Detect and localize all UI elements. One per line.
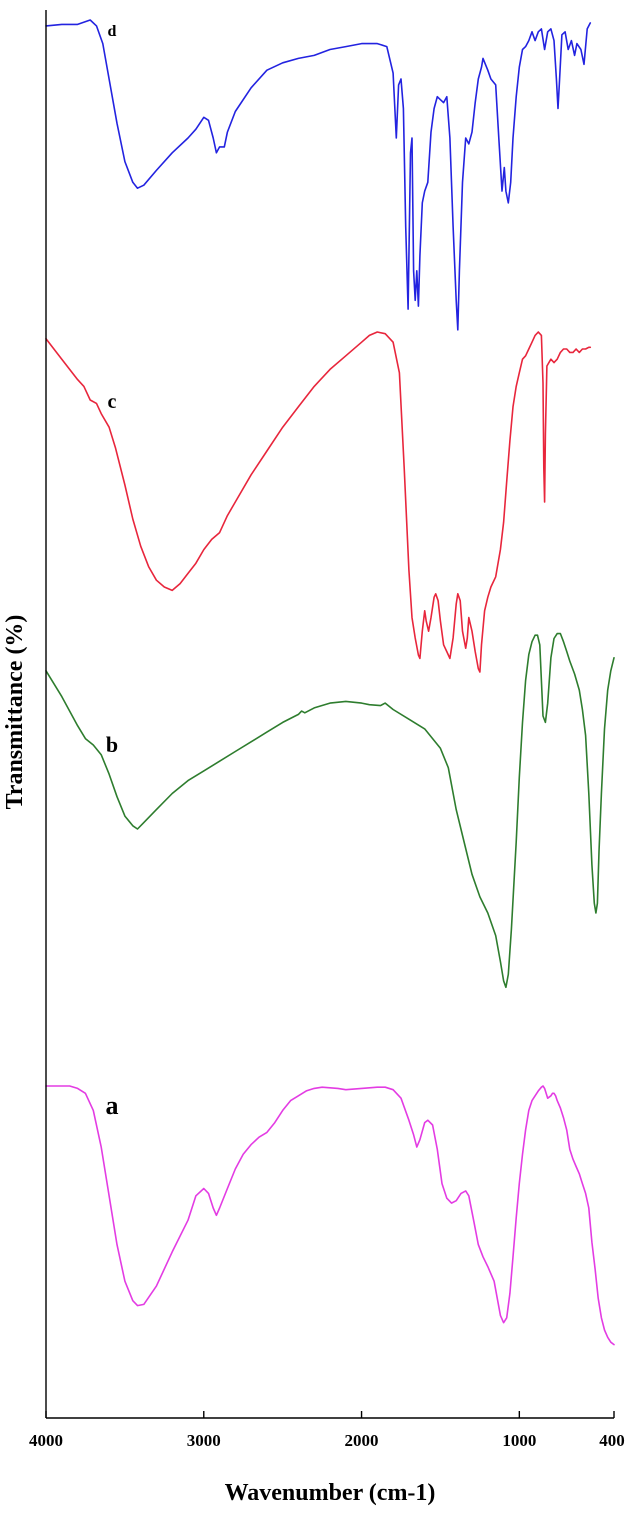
spectrum-line-b [45, 632, 615, 989]
x-tick-label-1000: 1000 [502, 1431, 536, 1450]
curve-label-a: a [106, 1091, 119, 1120]
axes: 4000 3000 2000 1000 400 [29, 10, 625, 1450]
x-tick-label-400: 400 [599, 1431, 625, 1450]
spectrum-line-d [45, 19, 592, 331]
spectrum-line-c [45, 331, 592, 673]
x-axis-title: Wavenumber (cm-1) [225, 1480, 436, 1506]
curve-label-d: d [108, 23, 117, 40]
curve-label-c: c [108, 391, 117, 413]
curve-label-b: b [106, 732, 118, 757]
x-tick-label-3000: 3000 [187, 1431, 221, 1450]
spectrum-line-a [45, 1085, 615, 1346]
x-tick-label-4000: 4000 [29, 1431, 63, 1450]
x-tick-label-2000: 2000 [345, 1431, 379, 1450]
spectra-curves [45, 19, 615, 1346]
y-axis-title: Transmittance (%) [2, 615, 28, 810]
x-axis-ticks: 4000 3000 2000 1000 400 [29, 1411, 625, 1450]
curve-labels: d c b a [106, 23, 119, 1120]
